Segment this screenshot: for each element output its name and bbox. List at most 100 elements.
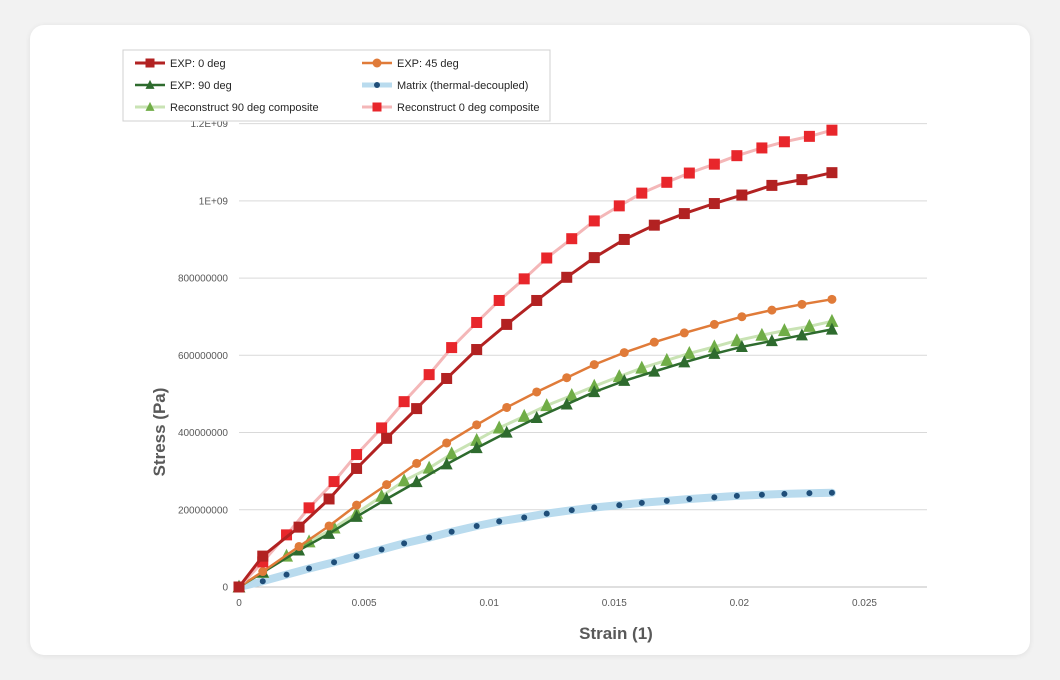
data-point-exp-90-deg [618, 373, 631, 386]
data-point-exp-90-deg [380, 492, 393, 505]
data-point-exp-0-deg [826, 167, 838, 179]
data-point-reconstruct-0-deg-composite [281, 529, 293, 541]
data-point-reconstruct-0-deg-composite [493, 294, 505, 306]
data-point-matrix-thermal-decoupled [711, 494, 718, 501]
data-point-exp-0-deg [471, 344, 483, 356]
data-point-exp-0-deg [441, 372, 453, 384]
data-point-reconstruct-0-deg-composite [398, 396, 410, 408]
data-point-exp-0-deg [708, 198, 720, 210]
series-exp-45-deg [234, 294, 837, 592]
data-point-matrix-thermal-decoupled [543, 510, 550, 517]
data-point-matrix-thermal-decoupled [331, 559, 338, 566]
legend-item-exp-0-deg: EXP: 0 deg [135, 58, 226, 70]
data-point-reconstruct-0-deg-composite [541, 252, 553, 264]
data-point-exp-45-deg [827, 294, 837, 304]
data-point-exp-0-deg [736, 189, 748, 201]
data-point-reconstruct-0-deg-composite [636, 187, 648, 199]
data-point-exp-45-deg [767, 305, 777, 315]
data-point-reconstruct-0-deg-composite [351, 449, 363, 461]
legend: EXP: 0 deg EXP: 45 deg EXP: 90 deg Matrix (… [122, 49, 551, 122]
data-point-exp-45-deg [737, 312, 747, 322]
legend-label: Reconstruct 0 deg composite [397, 102, 539, 114]
data-point-exp-90-deg [500, 425, 513, 438]
data-point-reconstruct-90-deg-composite [635, 360, 649, 374]
data-point-reconstruct-90-deg-composite [755, 327, 769, 341]
x-tick-label: 0.015 [602, 598, 627, 609]
data-point-matrix-thermal-decoupled [616, 502, 623, 509]
data-point-matrix-thermal-decoupled [306, 565, 313, 572]
y-tick-label: 800000000 [178, 274, 228, 285]
data-point-exp-90-deg [795, 328, 808, 341]
data-point-exp-0-deg [561, 271, 573, 283]
series-reconstruct-90-deg-composite [232, 313, 839, 593]
data-point-reconstruct-0-deg-composite [778, 136, 790, 148]
data-point-reconstruct-90-deg-composite [327, 520, 341, 534]
data-point-exp-0-deg [618, 233, 630, 245]
data-point-matrix-thermal-decoupled [733, 492, 740, 499]
series-line-exp-90-deg [237, 328, 834, 589]
legend-item-reconstruct-0-deg-composite: Reconstruct 0 deg composite [362, 102, 539, 114]
data-point-reconstruct-0-deg-composite [376, 422, 388, 434]
data-point-exp-45-deg [589, 360, 599, 370]
data-point-exp-90-deg [410, 475, 423, 488]
data-point-matrix-thermal-decoupled [426, 534, 433, 541]
data-point-exp-90-deg [350, 509, 363, 522]
legend-item-exp-90-deg: EXP: 90 deg [135, 79, 232, 92]
data-point-exp-90-deg [588, 385, 601, 398]
data-point-exp-45-deg [649, 337, 659, 347]
data-point-matrix-thermal-decoupled [781, 490, 788, 497]
legend-swatch-marker [145, 79, 155, 89]
data-point-reconstruct-0-deg-composite [566, 233, 578, 245]
data-point-matrix-thermal-decoupled [521, 514, 528, 521]
legend-label: EXP: 90 deg [170, 80, 232, 92]
data-point-exp-45-deg [502, 402, 512, 412]
data-point-exp-90-deg [530, 411, 543, 423]
data-point-reconstruct-0-deg-composite [423, 369, 435, 381]
data-point-matrix-thermal-decoupled [448, 528, 455, 535]
data-point-matrix-thermal-decoupled [353, 553, 360, 560]
data-point-reconstruct-90-deg-composite [445, 446, 459, 460]
data-point-exp-0-deg [233, 581, 245, 593]
y-axis-title: Stress (Pa) [150, 388, 169, 477]
data-point-matrix-thermal-decoupled [828, 489, 835, 496]
data-point-reconstruct-90-deg-composite [540, 398, 554, 412]
x-tick-label: 0.005 [352, 598, 377, 609]
data-point-reconstruct-90-deg-composite [802, 318, 816, 332]
axes: 0 200000000 400000000 600000000 800000000 1E+… [178, 119, 927, 609]
data-point-matrix-thermal-decoupled [259, 578, 266, 585]
y-tick-label: 1E+09 [199, 196, 229, 207]
data-point-reconstruct-0-deg-composite [613, 200, 625, 212]
data-point-exp-90-deg [440, 457, 453, 470]
data-point-exp-45-deg [472, 420, 482, 430]
data-point-reconstruct-90-deg-composite [397, 473, 411, 487]
data-point-exp-45-deg [412, 458, 422, 468]
data-point-reconstruct-0-deg-composite [471, 316, 483, 328]
series-line-reconstruct-90-deg-composite [237, 319, 834, 589]
legend-item-reconstruct-90-deg-composite: Reconstruct 90 deg composite [135, 101, 319, 114]
data-point-reconstruct-0-deg-composite [683, 167, 695, 179]
data-point-exp-0-deg [381, 432, 393, 444]
data-point-reconstruct-0-deg-composite [731, 150, 743, 162]
data-point-exp-90-deg [735, 339, 748, 352]
series-exp-0-deg [233, 167, 838, 593]
data-point-exp-0-deg [257, 550, 269, 562]
data-point-matrix-thermal-decoupled [473, 522, 480, 529]
data-point-exp-45-deg [709, 319, 719, 329]
data-point-exp-45-deg [532, 387, 542, 397]
data-point-matrix-thermal-decoupled [591, 504, 598, 511]
data-point-exp-45-deg [324, 521, 334, 531]
chart-card [30, 25, 1030, 655]
legend-item-matrix-thermal-decoupled: Matrix (thermal-decoupled) [362, 80, 528, 92]
data-point-exp-90-deg [648, 364, 661, 377]
data-point-reconstruct-0-deg-composite [588, 215, 600, 227]
data-point-matrix-thermal-decoupled [638, 499, 645, 506]
data-point-matrix-thermal-decoupled [496, 518, 503, 525]
data-point-exp-0-deg [411, 403, 423, 415]
data-point-reconstruct-90-deg-composite [777, 323, 791, 337]
x-tick-label: 0.01 [479, 598, 499, 609]
legend-label: EXP: 45 deg [397, 58, 459, 70]
data-point-reconstruct-0-deg-composite [518, 273, 530, 285]
data-point-reconstruct-90-deg-composite [707, 339, 721, 353]
data-point-reconstruct-90-deg-composite [470, 432, 484, 446]
data-point-exp-45-deg [294, 541, 304, 551]
